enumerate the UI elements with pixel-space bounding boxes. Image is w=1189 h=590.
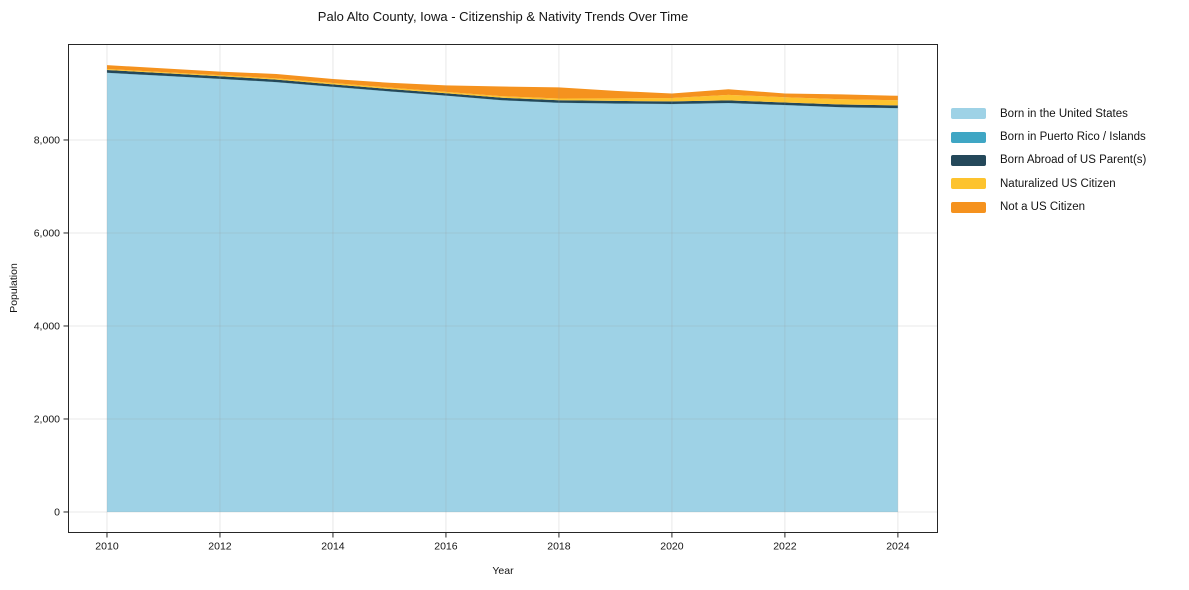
legend-item: Not a US Citizen — [951, 196, 1146, 219]
legend-item-label: Not a US Citizen — [1000, 201, 1086, 214]
y-axis-label: Population — [8, 263, 20, 313]
legend-swatch-icon — [951, 178, 986, 190]
x-tick-label: 2014 — [321, 541, 345, 553]
x-tick-label: 2018 — [547, 541, 571, 553]
x-tick-label: 2020 — [660, 541, 684, 553]
legend-item-label: Born in the United States — [1000, 107, 1128, 120]
x-tick-label: 2012 — [208, 541, 232, 553]
y-tick-label: 0 — [54, 507, 60, 519]
legend-swatch-icon — [951, 108, 986, 120]
x-tick-label: 2024 — [886, 541, 910, 553]
legend-item-label: Born in Puerto Rico / Islands — [1000, 131, 1146, 144]
legend-item: Born Abroad of US Parent(s) — [951, 149, 1146, 172]
x-tick-label: 2016 — [434, 541, 458, 553]
legend-item: Naturalized US Citizen — [951, 172, 1146, 195]
legend: Born in the United States Born in Puerto … — [951, 102, 1146, 219]
plot-area: 2010 2012 2014 2016 2018 2020 2022 2024 0 2,000 4,… — [34, 44, 938, 553]
area-series-3 — [106, 69, 898, 106]
legend-item: Born in the United States — [951, 102, 1146, 125]
y-tick-label: 6,000 — [34, 228, 60, 240]
area-series-4 — [106, 65, 898, 101]
x-axis-label: Year — [492, 565, 514, 577]
y-tick-label: 4,000 — [34, 321, 60, 333]
legend-item-label: Born Abroad of US Parent(s) — [1000, 154, 1147, 167]
x-tick-label: 2010 — [95, 541, 119, 553]
area-series-0 — [106, 73, 898, 512]
x-tick-label: 2022 — [773, 541, 797, 553]
legend-item: Born in Puerto Rico / Islands — [951, 125, 1146, 148]
legend-swatch-icon — [951, 154, 986, 166]
legend-swatch-icon — [951, 131, 986, 143]
y-tick-label: 2,000 — [34, 414, 60, 426]
y-tick-label: 8,000 — [34, 135, 60, 147]
legend-item-label: Naturalized US Citizen — [1000, 177, 1116, 190]
area-series-2 — [106, 69, 898, 109]
plot-border — [68, 44, 938, 533]
chart-title: Palo Alto County, Iowa - Citizenship & N… — [317, 9, 689, 24]
legend-swatch-icon — [951, 201, 986, 213]
